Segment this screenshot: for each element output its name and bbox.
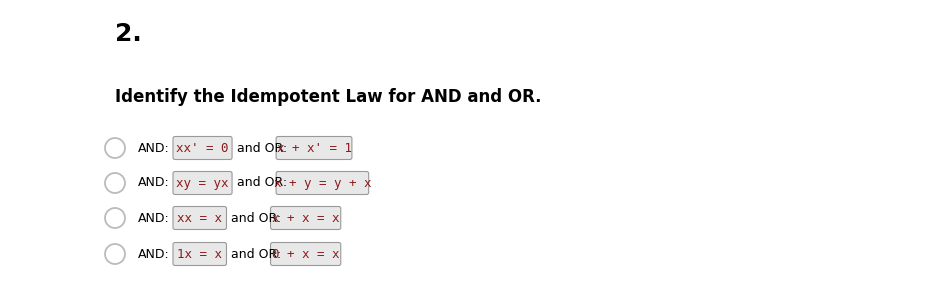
Text: xx = x: xx = x: [177, 212, 222, 224]
Text: 2.: 2.: [115, 22, 142, 46]
Text: and OR:: and OR:: [237, 176, 287, 189]
Text: AND:: AND:: [138, 212, 170, 224]
FancyBboxPatch shape: [173, 242, 226, 266]
Text: 1x = x: 1x = x: [177, 247, 222, 260]
Text: x + y = y + x: x + y = y + x: [273, 176, 371, 189]
Text: Identify the Idempotent Law for AND and OR.: Identify the Idempotent Law for AND and …: [115, 88, 541, 106]
Text: xx' = 0: xx' = 0: [176, 141, 229, 155]
Text: and OR:: and OR:: [232, 247, 282, 260]
FancyBboxPatch shape: [271, 242, 341, 266]
FancyBboxPatch shape: [276, 171, 369, 194]
Text: AND:: AND:: [138, 141, 170, 155]
Text: x + x' = 1: x + x' = 1: [276, 141, 351, 155]
Text: AND:: AND:: [138, 247, 170, 260]
Text: and OR:: and OR:: [237, 141, 287, 155]
Text: and OR:: and OR:: [232, 212, 282, 224]
Text: 0 + x = x: 0 + x = x: [272, 247, 339, 260]
FancyBboxPatch shape: [173, 136, 232, 160]
Text: xy = yx: xy = yx: [176, 176, 229, 189]
FancyBboxPatch shape: [271, 207, 341, 229]
Text: AND:: AND:: [138, 176, 170, 189]
FancyBboxPatch shape: [173, 171, 232, 194]
FancyBboxPatch shape: [173, 207, 226, 229]
FancyBboxPatch shape: [276, 136, 352, 160]
Text: x + x = x: x + x = x: [272, 212, 339, 224]
